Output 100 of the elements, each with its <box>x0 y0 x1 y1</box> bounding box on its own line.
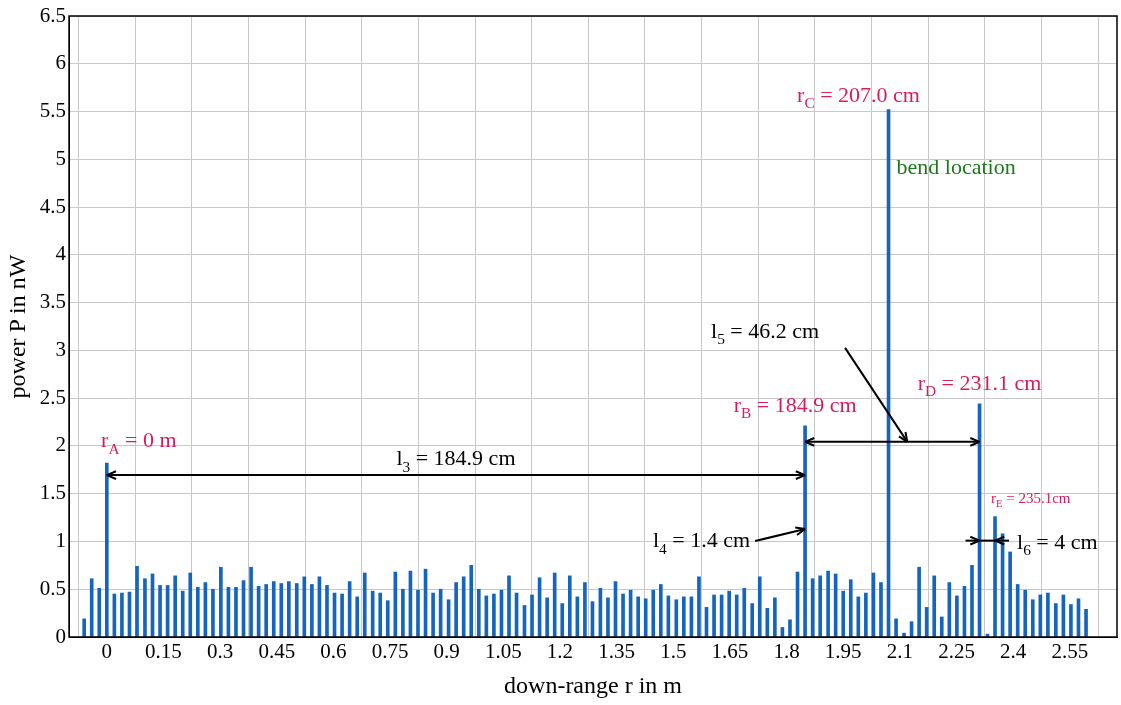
bar <box>234 586 238 637</box>
bar <box>826 570 830 637</box>
bar <box>993 516 997 637</box>
bar <box>507 575 511 637</box>
x-tick-label: 2.1 <box>886 639 913 664</box>
bar <box>970 565 974 637</box>
x-tick-label: 1.95 <box>824 639 862 664</box>
bar <box>143 578 147 637</box>
bar <box>1084 608 1088 637</box>
bar <box>757 576 762 637</box>
bar <box>188 572 193 637</box>
bar <box>219 566 223 637</box>
bar <box>924 607 929 637</box>
bar <box>279 583 284 637</box>
bar <box>454 582 458 637</box>
x-tick-label: 1.35 <box>598 639 635 664</box>
bar <box>606 597 610 637</box>
bar <box>552 572 557 637</box>
bar <box>818 575 823 637</box>
bar <box>651 589 656 637</box>
bar <box>643 598 648 637</box>
x-tick-label: 0.75 <box>371 639 409 664</box>
bar <box>856 596 861 637</box>
bar <box>264 584 269 637</box>
y-tick-label: 0.5 <box>39 575 67 600</box>
bar <box>401 588 405 637</box>
bar <box>271 581 276 637</box>
bar <box>1015 584 1020 637</box>
bar <box>658 584 663 637</box>
x-tick-label: 2.25 <box>938 639 975 664</box>
y-tick-label: 5 <box>55 145 67 170</box>
x-axis-title: down-range r in m <box>504 671 683 698</box>
x-tick-label: 0.6 <box>320 639 347 664</box>
y-axis-title: power P in nW <box>3 254 30 399</box>
bar <box>674 599 679 637</box>
bar <box>416 589 420 637</box>
bar <box>788 619 792 637</box>
bar <box>104 462 109 637</box>
y-tick-label: 6.5 <box>39 2 67 27</box>
x-tick-label: 0.15 <box>145 639 182 664</box>
bar <box>636 596 640 637</box>
bar <box>355 596 360 637</box>
y-tick-label: 4.5 <box>39 193 67 218</box>
bar <box>879 582 883 637</box>
x-tick-label: 2.4 <box>1000 639 1027 664</box>
bar <box>196 586 200 637</box>
x-tick-label: 1.8 <box>773 639 800 664</box>
x-tick-label: 0.45 <box>258 639 296 664</box>
y-tick-label: 0 <box>55 623 67 648</box>
bar <box>469 565 474 637</box>
bar <box>803 425 807 637</box>
bar <box>378 592 383 637</box>
bar <box>294 583 299 637</box>
bar <box>712 594 716 637</box>
bar <box>545 597 549 637</box>
bar <box>287 581 291 637</box>
bar <box>158 585 162 637</box>
bar <box>932 575 937 637</box>
bar <box>894 618 898 637</box>
bar <box>310 584 314 637</box>
y-tick-label: 4 <box>55 241 67 266</box>
bar <box>765 608 770 637</box>
x-tick-label: 0.9 <box>433 639 460 664</box>
bar <box>476 588 481 637</box>
bar <box>362 572 367 637</box>
bar <box>1069 604 1073 637</box>
bar <box>621 593 625 637</box>
bar <box>302 576 307 637</box>
bar <box>461 576 466 637</box>
bar <box>180 590 185 637</box>
bar <box>492 593 496 637</box>
bar <box>734 594 739 637</box>
x-tick-label: 0 <box>101 639 113 664</box>
x-tick-label: 1.65 <box>711 639 749 664</box>
bar <box>1053 603 1058 637</box>
bar <box>773 597 777 637</box>
bar <box>135 565 139 637</box>
bar <box>211 588 215 637</box>
bar <box>939 616 944 637</box>
x-tick-label: 2.55 <box>1051 639 1089 664</box>
bar <box>1030 599 1035 637</box>
bar <box>1008 551 1012 637</box>
x-tick-label: 1.05 <box>484 639 522 664</box>
bar <box>864 592 868 637</box>
y-tick-label: 3.5 <box>39 289 67 314</box>
x-tick-label: 1.2 <box>546 639 574 664</box>
bar <box>697 576 701 637</box>
bar <box>325 585 329 637</box>
bar <box>385 600 390 637</box>
bar <box>727 590 731 637</box>
bar <box>750 603 755 637</box>
annotation: bend location <box>896 153 1016 179</box>
bar <box>841 590 846 637</box>
bar <box>173 575 177 637</box>
bar <box>370 590 375 637</box>
bar <box>682 596 686 637</box>
bar <box>955 595 959 637</box>
y-tick-label: 5.5 <box>39 98 67 123</box>
bar <box>340 593 344 637</box>
y-tick-label: 1 <box>55 527 67 552</box>
